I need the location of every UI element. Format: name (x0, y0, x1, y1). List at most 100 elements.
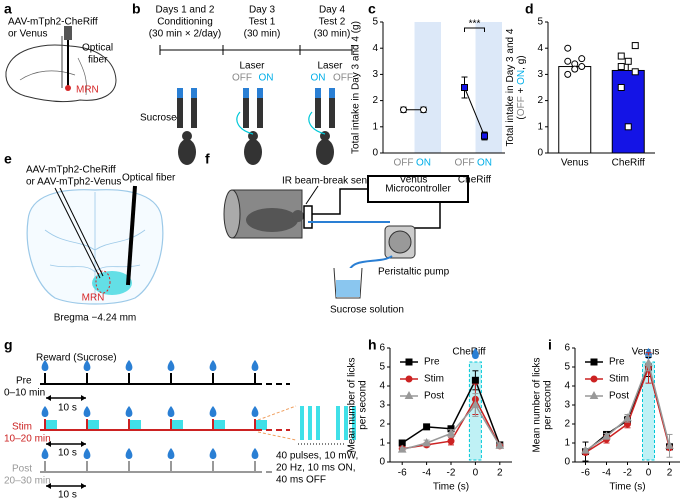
pump-rotor (388, 230, 412, 254)
y-tick-label: 1 (372, 121, 378, 132)
stage-label: Day 3 (249, 5, 276, 16)
y-axis-label-part: OFF (516, 96, 527, 116)
bar (558, 66, 592, 154)
stage-label: (30 min × 2/day) (149, 29, 222, 40)
group-label: Venus (400, 175, 428, 186)
marker (578, 63, 586, 71)
y-tick-label: 6 (379, 343, 385, 354)
panel-label: g (4, 337, 13, 353)
brain-detail (77, 57, 87, 96)
marker (471, 399, 480, 408)
x-tick-label: Venus (561, 158, 589, 169)
mouse (178, 139, 196, 165)
wire (410, 202, 441, 229)
marker (624, 57, 632, 65)
y-tick-label: 4 (537, 43, 543, 54)
pulse-label: 40 ms OFF (276, 475, 326, 486)
marker (400, 106, 407, 114)
panel-label: d (525, 1, 534, 17)
x-tick-label: ON (416, 158, 431, 169)
bottle-cap (315, 88, 321, 98)
panel-label: f (205, 151, 210, 167)
panel-e: AAV-mTph2-CheRiff or AAV-mTph2-Venus Opt… (26, 165, 176, 324)
x-tick-label: -6 (398, 468, 407, 479)
marker (447, 437, 455, 445)
y-tick-label: 3 (564, 400, 570, 411)
y-tick-label: 0 (564, 457, 570, 468)
chamber-end (223, 189, 241, 239)
y-tick-label: 6 (564, 343, 570, 354)
marker (578, 55, 586, 63)
y-axis-label: Total intake in Day 3 and 4 (g) (351, 21, 362, 154)
row-label: Post (12, 464, 32, 475)
solution-label: Sucrose solution (330, 305, 404, 316)
marker (564, 70, 572, 78)
y-tick-label: 3 (372, 69, 378, 80)
panel-label: a (4, 1, 12, 17)
y-tick-label: 1 (379, 438, 385, 449)
panel-g: Reward (Sucrose) Pre 0–10 min Stim 10–20… (4, 353, 358, 501)
marker (446, 428, 456, 437)
marker (631, 42, 639, 50)
bottle-cap (243, 88, 249, 98)
droplet (125, 448, 133, 459)
pointer (305, 185, 319, 205)
pulse (316, 406, 320, 440)
x-tick-label: OFF (455, 158, 475, 169)
droplet (41, 360, 49, 371)
controller-label: Microcontroller (385, 184, 451, 195)
reward-droplet (472, 348, 479, 359)
droplet (251, 448, 259, 459)
stage-label: Day 4 (319, 5, 346, 16)
sucrose-label: Sucrose (140, 113, 177, 124)
y-axis-label-part: ON (516, 70, 527, 85)
panel-a: AAV-mTph2-CheRiff or Venus Optical fiber… (5, 17, 117, 103)
marker (631, 68, 639, 76)
pulse (308, 406, 312, 440)
sensor-label: IR beam-break sensor (282, 176, 382, 187)
droplet (209, 406, 217, 417)
legend-label: Post (609, 391, 629, 402)
significance-bracket (464, 27, 485, 32)
pulse (344, 406, 348, 440)
group-label: CheRiff (458, 175, 491, 186)
marker (564, 44, 572, 52)
droplet (125, 406, 133, 417)
y-tick-label: 2 (372, 95, 378, 106)
marker (624, 123, 632, 131)
stim-block (45, 420, 57, 430)
virus-label: or AAV-mTph2-Venus (26, 177, 121, 188)
stim-block (87, 420, 99, 430)
x-tick-label: 2 (667, 468, 673, 479)
y-tick-label: 1 (564, 438, 570, 449)
panel-label: e (4, 151, 12, 167)
y-tick-label: 2 (537, 95, 543, 106)
optical-fiber (126, 185, 137, 286)
y-axis-label: per second (543, 380, 554, 429)
legend-label: Post (424, 391, 444, 402)
panel-label: c (368, 1, 376, 17)
bregma-label: Bregma −4.24 mm (54, 313, 137, 324)
legend-label: Pre (424, 357, 440, 368)
stim-block (255, 420, 267, 430)
y-tick-label: 0 (537, 148, 543, 159)
brain-outline (5, 44, 117, 103)
arrow-head (46, 483, 86, 489)
zoom-line (257, 405, 297, 421)
pulse-label: 20 Hz, 10 ms ON, (276, 463, 355, 474)
fiber-ferrule (64, 26, 72, 40)
droplet (83, 406, 91, 417)
highlight (475, 22, 502, 153)
legend-marker (404, 390, 414, 399)
stage-label: (30 min) (244, 29, 281, 40)
row-label: Pre (16, 376, 32, 387)
injection-needle (59, 187, 104, 277)
fiber-label: Optical (82, 43, 113, 54)
stage-label: (30 min) (314, 29, 351, 40)
row-time: 20–30 min (4, 476, 51, 487)
marker (665, 440, 674, 449)
y-tick-label: 5 (564, 362, 570, 373)
y-tick-label: 4 (564, 381, 570, 392)
significance: *** (469, 19, 481, 30)
